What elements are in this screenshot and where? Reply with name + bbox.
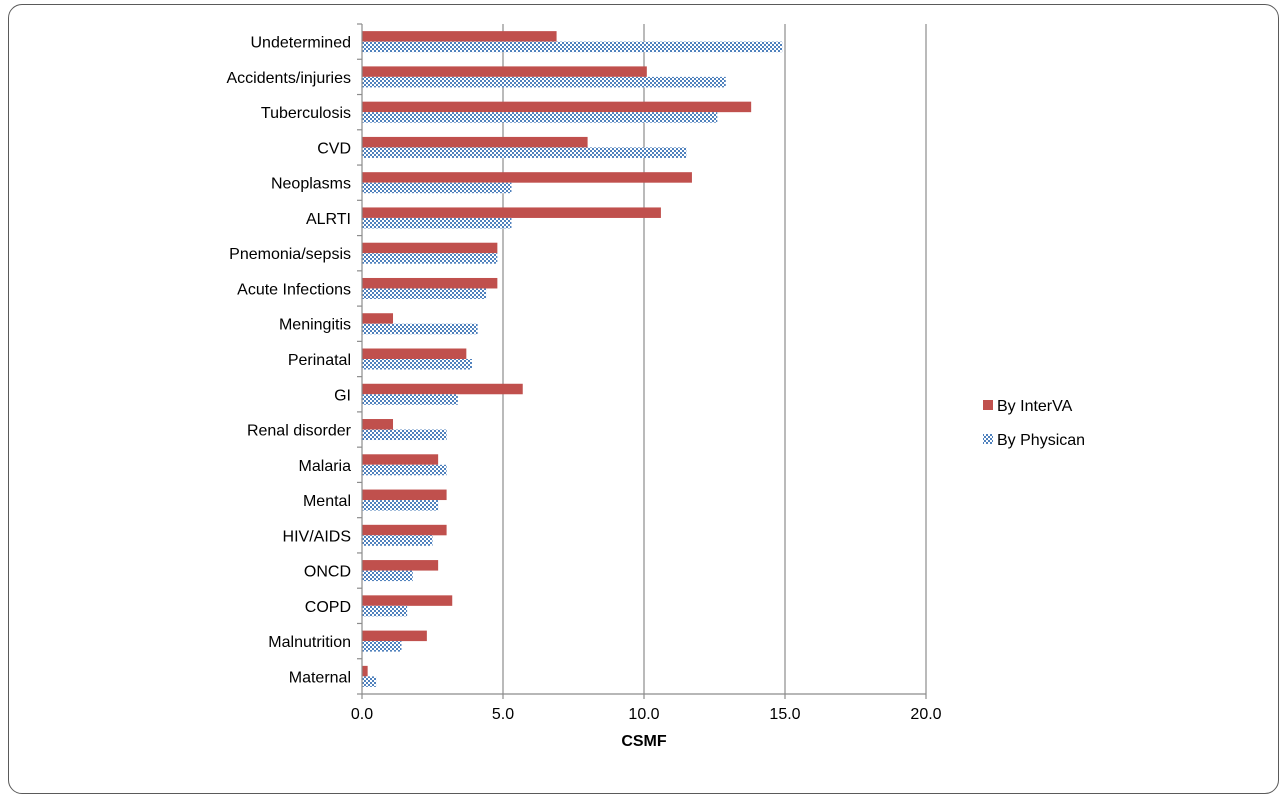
bar-intervA <box>362 630 427 642</box>
legend-label: By Physican <box>997 432 1085 449</box>
bar-physican <box>362 182 512 194</box>
legend-swatch <box>983 400 993 410</box>
x-tick-label: 10.0 <box>628 706 659 723</box>
bar-physican <box>362 288 487 299</box>
bar-intervA <box>362 277 498 289</box>
category-label: Meningitis <box>279 317 351 334</box>
bar-physican <box>362 464 447 476</box>
category-label: HIV/AIDS <box>283 528 351 545</box>
bar-physican <box>362 147 687 158</box>
category-label: Mental <box>303 493 351 510</box>
category-label: COPD <box>305 599 351 616</box>
x-tick-label: 0.0 <box>351 706 373 723</box>
tick-labels: 0.0 5.0 10.0 15.0 20.0 <box>351 706 942 723</box>
bar-physican <box>362 641 402 652</box>
x-axis-title: CSMF <box>621 733 667 750</box>
gridlines <box>502 24 927 694</box>
bar-physican <box>362 359 472 370</box>
bar-physican <box>362 323 478 335</box>
category-labels: Undetermined Accidents/injuries Tuberculos… <box>227 35 352 687</box>
bar-intervA <box>362 524 447 536</box>
bar-intervA <box>362 665 368 677</box>
bar-physican <box>362 41 783 53</box>
bar-physican <box>362 570 413 582</box>
category-label: Tuberculosis <box>261 105 351 122</box>
bar-intervA <box>362 454 439 465</box>
bar-physican <box>362 76 726 88</box>
bar-physican <box>362 217 512 229</box>
category-label: Perinatal <box>288 352 351 369</box>
category-label: Neoplasms <box>271 176 351 193</box>
legend: By InterVA By Physican <box>983 398 1085 449</box>
bar-intervA <box>362 489 447 501</box>
category-label: Accidents/injuries <box>227 70 352 87</box>
bar-intervA <box>362 560 439 571</box>
category-label: Pnemonia/sepsis <box>229 246 351 263</box>
bar-physican <box>362 253 498 264</box>
category-label: Renal disorder <box>247 423 352 440</box>
legend-swatch <box>983 434 993 444</box>
bar-physican <box>362 605 408 617</box>
category-label: Acute Infections <box>237 281 351 298</box>
x-tick-label: 5.0 <box>492 706 514 723</box>
category-label: Malnutrition <box>268 634 351 651</box>
bar-physican <box>362 500 439 511</box>
bar-intervA <box>362 207 661 218</box>
bar-intervA <box>362 66 647 77</box>
bar-intervA <box>362 31 557 42</box>
bar-intervA <box>362 595 453 606</box>
bar-physican <box>362 112 718 123</box>
category-label: CVD <box>317 140 351 157</box>
bar-intervA <box>362 383 523 395</box>
bar-intervA <box>362 101 752 113</box>
category-label: Maternal <box>289 669 351 686</box>
bar-intervA <box>362 313 394 324</box>
bar-intervA <box>362 172 692 183</box>
category-label: ONCD <box>304 564 351 581</box>
bar-physican <box>362 429 447 441</box>
category-label: ALRTI <box>306 211 351 228</box>
bar-intervA <box>362 419 394 430</box>
axes <box>357 23 927 699</box>
bar-physican <box>362 676 377 687</box>
category-label: GI <box>334 387 351 404</box>
bar-intervA <box>362 348 467 359</box>
x-tick-label: 20.0 <box>910 706 941 723</box>
bar-intervA <box>362 136 588 148</box>
bars <box>362 31 783 687</box>
bar-physican <box>362 535 433 546</box>
bar-chart: Undetermined Accidents/injuries Tuberculos… <box>227 23 1085 750</box>
x-tick-label: 15.0 <box>769 706 800 723</box>
bar-physican <box>362 394 458 405</box>
category-label: Undetermined <box>251 35 352 52</box>
category-label: Malaria <box>299 458 352 475</box>
bar-intervA <box>362 242 498 254</box>
legend-label: By InterVA <box>997 398 1073 415</box>
